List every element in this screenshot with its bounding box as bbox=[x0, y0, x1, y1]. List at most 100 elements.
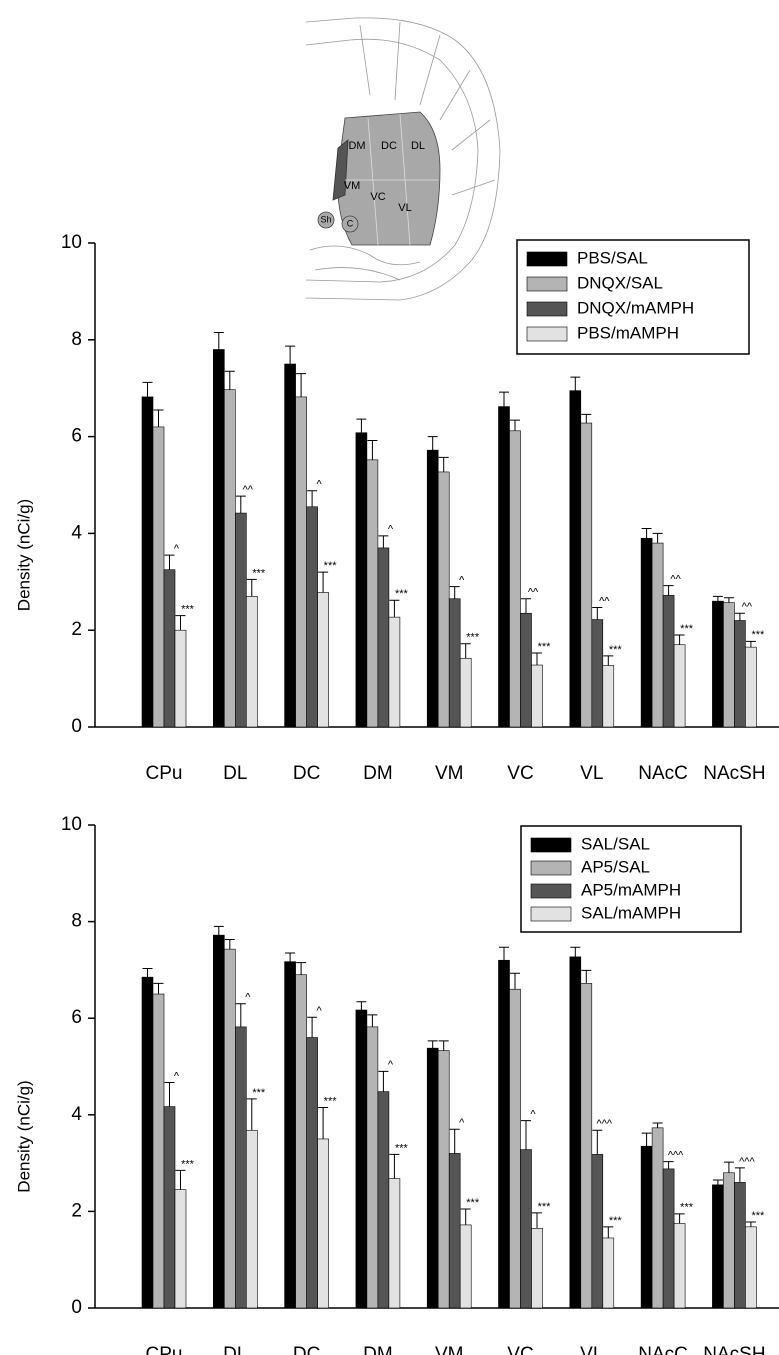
bar bbox=[745, 1227, 756, 1308]
bar bbox=[307, 1038, 318, 1308]
bar bbox=[674, 1223, 685, 1308]
bar bbox=[142, 397, 153, 727]
bar bbox=[460, 1225, 471, 1308]
error-bar bbox=[603, 1227, 613, 1238]
bar bbox=[723, 1173, 734, 1308]
error-bar bbox=[318, 1108, 328, 1139]
error-bar bbox=[510, 973, 520, 989]
bar bbox=[712, 1185, 723, 1308]
error-bar bbox=[713, 596, 723, 601]
bar bbox=[641, 1146, 652, 1308]
bar bbox=[246, 596, 257, 727]
legend-swatch bbox=[531, 838, 571, 852]
error-bar bbox=[285, 346, 295, 364]
error-bar bbox=[154, 983, 164, 994]
x-tick-label: VL bbox=[580, 763, 603, 784]
bar bbox=[499, 407, 510, 727]
error-bar bbox=[389, 1154, 399, 1178]
bar bbox=[592, 620, 603, 727]
error-bar bbox=[675, 635, 685, 645]
significance-label: *** bbox=[680, 1202, 694, 1214]
legend-label: AP5/mAMPH bbox=[581, 880, 681, 899]
error-bar bbox=[592, 1130, 602, 1154]
significance-label: ^^^ bbox=[597, 1118, 613, 1130]
error-bar bbox=[307, 1017, 317, 1037]
significance-label: ^^ bbox=[243, 484, 254, 496]
bar bbox=[438, 1051, 449, 1308]
bar bbox=[389, 617, 400, 727]
error-bar bbox=[653, 533, 663, 543]
y-tick-label: 10 bbox=[61, 814, 82, 835]
error-bar bbox=[461, 1209, 471, 1225]
error-bar bbox=[318, 572, 328, 592]
significance-label: ^^ bbox=[528, 587, 539, 599]
bar bbox=[318, 592, 329, 727]
significance-label: ^ bbox=[245, 992, 251, 1004]
bar bbox=[318, 1139, 329, 1308]
significance-label: *** bbox=[324, 560, 338, 572]
y-tick-label: 10 bbox=[61, 232, 82, 253]
error-bar bbox=[735, 1168, 745, 1182]
error-bar bbox=[439, 1041, 449, 1051]
bar bbox=[142, 977, 153, 1308]
bar bbox=[592, 1154, 603, 1308]
significance-label: ^ bbox=[388, 1059, 394, 1071]
bar bbox=[449, 599, 460, 727]
y-tick-label: 2 bbox=[71, 619, 82, 640]
region-label: VL bbox=[398, 202, 411, 214]
bar bbox=[213, 935, 224, 1308]
bar bbox=[603, 1238, 614, 1308]
bar bbox=[460, 658, 471, 727]
significance-label: *** bbox=[181, 604, 195, 616]
bar bbox=[224, 390, 235, 727]
bar bbox=[175, 1190, 186, 1308]
x-tick-label: DL bbox=[223, 1344, 247, 1355]
x-tick-label: VC bbox=[507, 1344, 533, 1355]
bar bbox=[521, 613, 532, 727]
error-bar bbox=[642, 529, 652, 539]
y-tick-label: 2 bbox=[71, 1200, 82, 1221]
error-bar bbox=[356, 1002, 366, 1010]
error-bar bbox=[165, 555, 175, 570]
x-tick-label: CPu bbox=[146, 1344, 183, 1355]
bar bbox=[745, 647, 756, 727]
legend-label: SAL/SAL bbox=[581, 834, 650, 853]
bar bbox=[296, 397, 307, 727]
x-tick-label: VM bbox=[435, 1344, 464, 1355]
error-bar bbox=[236, 1004, 246, 1027]
significance-label: *** bbox=[252, 1087, 266, 1099]
x-tick-label: VL bbox=[580, 1344, 603, 1355]
y-tick-label: 4 bbox=[71, 1104, 82, 1125]
error-bar bbox=[143, 382, 153, 397]
legend-label: PBS/mAMPH bbox=[577, 323, 679, 342]
bar bbox=[296, 975, 307, 1308]
bar bbox=[153, 994, 164, 1308]
x-tick-label: NAcSH bbox=[703, 763, 765, 784]
error-bar bbox=[247, 1099, 257, 1130]
bar bbox=[663, 1169, 674, 1308]
lower-structures bbox=[310, 246, 420, 280]
bar bbox=[581, 983, 592, 1308]
bar bbox=[356, 433, 367, 727]
bar bbox=[285, 364, 296, 727]
figure: DM DC DL VM VC VL Sh C 0246810Density (n… bbox=[0, 0, 779, 1355]
bar bbox=[570, 391, 581, 727]
error-bar bbox=[724, 598, 734, 603]
y-tick-label: 8 bbox=[71, 329, 82, 350]
bar bbox=[734, 1182, 745, 1308]
error-bar bbox=[675, 1214, 685, 1224]
bar bbox=[449, 1153, 460, 1308]
legend-swatch bbox=[527, 252, 567, 266]
bar bbox=[499, 960, 510, 1308]
significance-label: ^^^ bbox=[668, 1150, 684, 1162]
brain-diagram bbox=[306, 18, 500, 300]
error-bar bbox=[664, 586, 674, 596]
error-bar bbox=[603, 656, 613, 666]
bar bbox=[235, 1027, 246, 1308]
bar bbox=[367, 1027, 378, 1308]
significance-label: ^ bbox=[459, 1117, 465, 1129]
error-bar bbox=[439, 457, 449, 472]
y-tick-label: 0 bbox=[71, 716, 82, 737]
error-bar bbox=[214, 926, 224, 935]
bar bbox=[285, 962, 296, 1308]
